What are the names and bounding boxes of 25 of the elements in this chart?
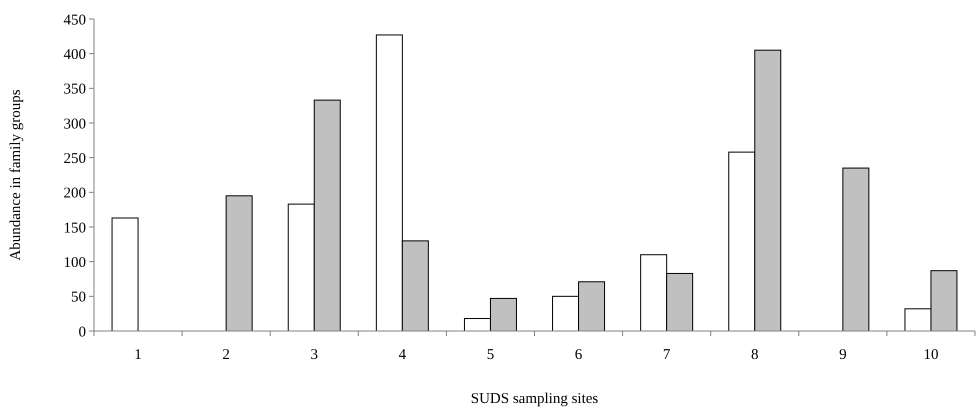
y-tick-label: 100 (64, 254, 86, 271)
y-tick-label: 50 (71, 290, 86, 306)
bar (112, 217, 139, 332)
bar (226, 195, 253, 332)
x-tick-label: 10 (923, 347, 938, 363)
y-tick-label: 200 (64, 186, 86, 202)
y-axis-title: Abundance in family groups (8, 89, 24, 261)
y-tick-label: 150 (64, 220, 86, 236)
x-tick-label: 7 (662, 347, 671, 363)
x-tick-label: 9 (839, 347, 847, 363)
x-tick-label: 5 (486, 347, 494, 363)
y-tick-label: 250 (64, 150, 86, 167)
x-tick-label: 4 (398, 347, 407, 363)
x-axis-title: SUDS sampling sites (470, 391, 598, 407)
y-tick-label: 450 (64, 12, 86, 28)
x-tick-label: 3 (310, 347, 318, 363)
x-tick-label: 8 (751, 347, 758, 363)
y-tick-label: 0 (78, 324, 86, 340)
x-tick-label: 1 (134, 347, 142, 363)
x-tick-label: 2 (222, 347, 230, 363)
y-tick-label: 350 (64, 82, 86, 98)
bar (842, 168, 870, 332)
y-tick-label: 300 (64, 116, 86, 132)
y-tick-label: 400 (64, 46, 86, 63)
x-tick-label: 6 (574, 347, 583, 363)
